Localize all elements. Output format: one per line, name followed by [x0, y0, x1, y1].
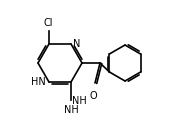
- Text: NH: NH: [72, 96, 87, 106]
- Text: N: N: [73, 39, 80, 49]
- Text: NH: NH: [64, 105, 78, 115]
- Text: Cl: Cl: [43, 18, 53, 28]
- Text: O: O: [89, 91, 97, 101]
- Text: HN: HN: [31, 77, 46, 87]
